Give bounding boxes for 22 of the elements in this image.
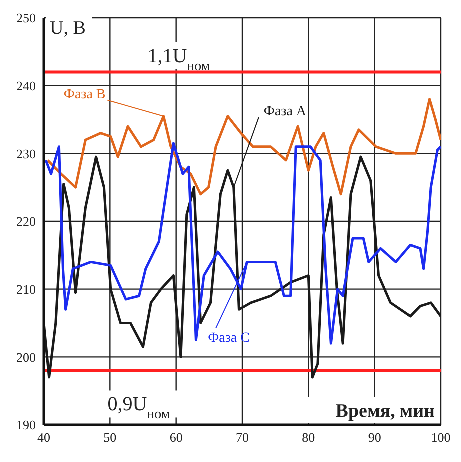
ref-line-label: 0,9U$_{ном}$ [108, 394, 170, 422]
x-tick-label: 90 [368, 430, 382, 446]
x-tick-label: 50 [104, 430, 117, 446]
text: Фаза А [264, 104, 308, 120]
line-series [46, 98, 441, 196]
x-tick-label: 100 [431, 430, 451, 446]
x-tick-label: 70 [236, 430, 249, 446]
x-axis-title: Время, мин [336, 401, 436, 422]
x-tick-label: 60 [170, 430, 183, 446]
x-tick-label: 40 [38, 430, 50, 446]
x-tick-label: 80 [302, 430, 316, 446]
y-tick-label: 250 [16, 10, 36, 26]
y-tick-label: 230 [16, 146, 36, 162]
ref-line-label: 1,1U$_{ном}$ [148, 45, 210, 74]
y-axis-title: U, В [50, 18, 86, 39]
text: Фаза В [64, 87, 106, 102]
y-tick-label: 240 [16, 78, 36, 94]
line-series [44, 142, 441, 345]
y-tick-label: 190 [16, 418, 36, 433]
y-tick-label: 200 [16, 350, 36, 365]
y-tick-label: 210 [16, 282, 36, 297]
y-tick-label: 220 [16, 214, 36, 230]
